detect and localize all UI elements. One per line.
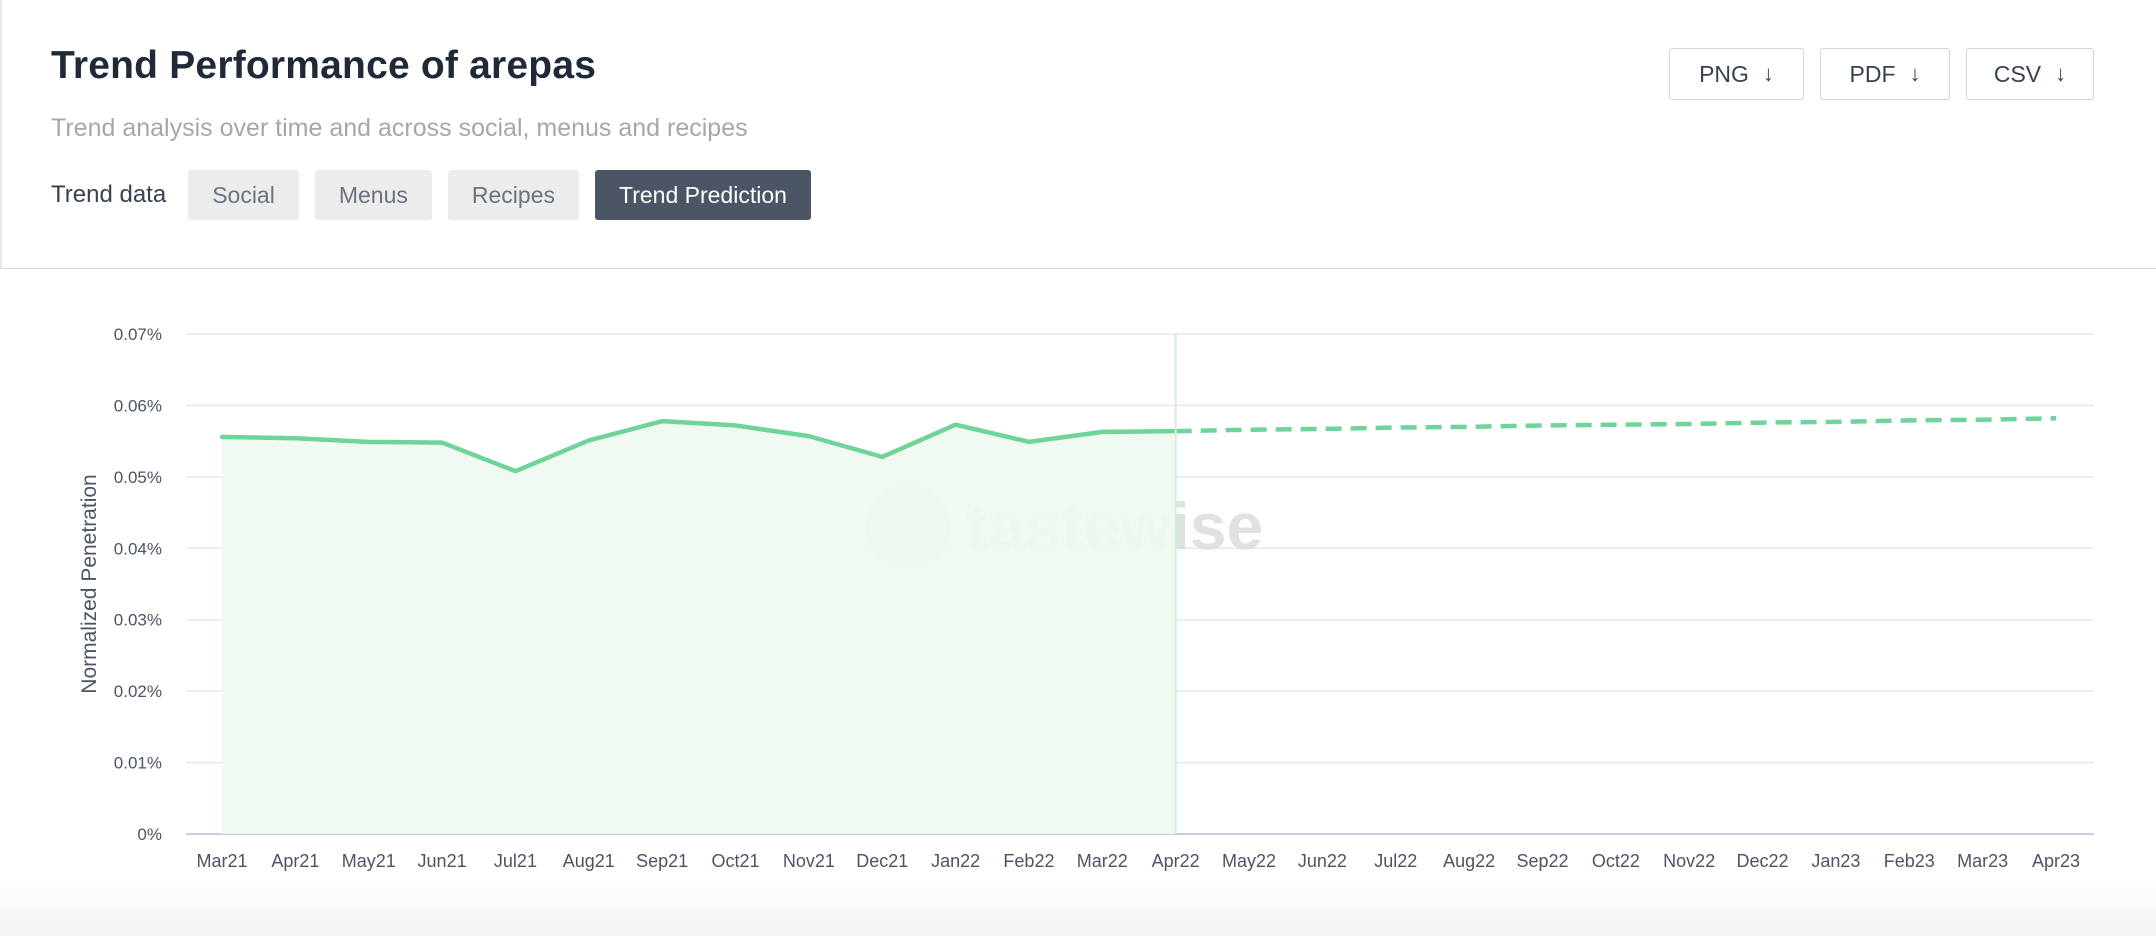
x-tick-label: Mar23 [1957,851,2008,871]
x-tick-label: Feb23 [1884,851,1935,871]
x-tick-label: Dec22 [1737,851,1789,871]
x-tick-label: Jun22 [1298,851,1347,871]
export-csv-button[interactable]: CSV ↓ [1966,48,2094,100]
bottom-shade [0,876,2156,936]
trend-data-selector: Trend data Social Menus Recipes Trend Pr… [51,170,827,220]
y-tick-label: 0.02% [114,682,162,701]
history-line [219,418,1178,474]
x-tick-label: Oct22 [1592,851,1640,871]
y-axis-label: Normalized Penetration [78,474,101,693]
arrow-down-icon: ↓ [1762,61,1774,86]
export-png-button[interactable]: PNG ↓ [1669,48,1804,100]
x-tick-label: Jul21 [494,851,537,871]
series-area-fill [222,421,1176,834]
export-pdf-button[interactable]: PDF ↓ [1820,48,1950,100]
y-tick-label: 0% [137,825,162,844]
x-tick-label: May22 [1222,851,1276,871]
y-tick-label: 0.05% [114,468,162,487]
x-tick-label: Sep21 [636,851,688,871]
export-csv-label: CSV [1993,60,2042,87]
x-tick-label: Nov21 [783,851,835,871]
y-tick-label: 0.06% [114,396,162,415]
export-png-label: PNG [1699,60,1749,87]
y-tick-label: 0.03% [114,611,162,630]
x-tick-label: Apr21 [271,851,319,871]
x-tick-label: Sep22 [1516,851,1568,871]
prediction-line [1175,416,2057,434]
y-tick-label: 0.01% [114,754,162,773]
chart-area: 0% 0.01% 0.02% 0.03% 0.04% 0.05% 0.06% 0.07% Nor… [0,269,2156,936]
page-title: Trend Performance of arepas [51,44,597,87]
chart-header: Trend Performance of arepas Trend analys… [0,0,2156,269]
x-tick-label: Nov22 [1663,851,1715,871]
export-pdf-label: PDF [1849,60,1896,87]
y-tick-label: 0.07% [114,325,162,344]
tab-trend-prediction[interactable]: Trend Prediction [595,170,811,220]
trend-data-label: Trend data [51,181,167,208]
arrow-down-icon: ↓ [2055,61,2067,86]
x-tick-label: Aug21 [563,851,615,871]
tab-social[interactable]: Social [188,170,299,220]
x-tick-label: Dec21 [856,851,908,871]
x-tick-label: Mar21 [196,851,247,871]
x-tick-label: Apr23 [2032,851,2080,871]
x-tick-label: Feb22 [1003,851,1054,871]
tab-menus[interactable]: Menus [314,170,432,220]
x-tick-label: May21 [342,851,396,871]
export-buttons: PNG ↓ PDF ↓ CSV ↓ [1653,48,2094,100]
arrow-down-icon: ↓ [1909,61,1921,86]
x-tick-label: Jul22 [1374,851,1417,871]
tab-recipes[interactable]: Recipes [447,170,579,220]
x-tick-label: Jan22 [931,851,980,871]
x-tick-label: Mar22 [1077,851,1128,871]
x-tick-label: Aug22 [1443,851,1495,871]
line-chart: 0% 0.01% 0.02% 0.03% 0.04% 0.05% 0.06% 0.07% Nor… [78,325,2094,871]
x-tick-label: Oct21 [712,851,760,871]
page-subtitle: Trend analysis over time and across soci… [51,114,748,142]
x-tick-label: Jan23 [1811,851,1860,871]
y-tick-label: 0.04% [114,539,162,558]
x-tick-label: Jun21 [418,851,467,871]
x-tick-label: Apr22 [1152,851,1200,871]
